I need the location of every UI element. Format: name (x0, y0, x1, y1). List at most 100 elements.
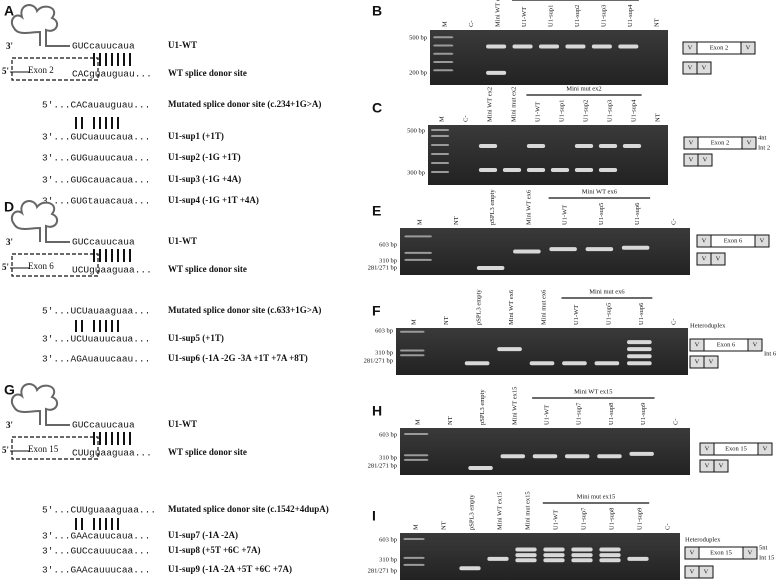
size-label: 603 bp (379, 431, 397, 438)
sup-seq: 3'...GUGtauacaua... (42, 196, 150, 207)
band (464, 361, 490, 366)
u1-seq: GUCcauucaua (72, 420, 135, 431)
band (497, 347, 522, 352)
band (487, 556, 509, 561)
size-label: 281/271 bp (368, 567, 397, 574)
sup-name: U1-sup1 (+1T) (168, 131, 224, 141)
sup-name: U1-sup7 (-1A -2A) (168, 530, 238, 540)
schematic-text: Exon 15 (725, 445, 747, 452)
schematic-text: V (689, 139, 694, 146)
band (459, 566, 481, 571)
u1-name: U1-WT (168, 236, 197, 246)
lane-label: pSPL3 empty (479, 389, 486, 425)
exon-box (11, 253, 99, 277)
exon-name: Exon 2 (28, 65, 54, 75)
lane-label: U1-sup8 (608, 403, 615, 425)
lane-label: M (438, 116, 445, 122)
size-label: 310 bp (379, 556, 397, 563)
schematic-text: Exon 6 (717, 341, 736, 348)
stem-loop (10, 4, 70, 47)
band (430, 162, 450, 164)
band (486, 70, 507, 75)
band (478, 168, 498, 172)
band (430, 171, 450, 173)
gel (430, 30, 668, 85)
size-label: 200 bp (409, 69, 427, 76)
schematic-text: V (689, 156, 694, 163)
size-label: 300 bp (407, 169, 425, 176)
lane-label: U1-sup6 (634, 202, 641, 225)
lane-label: Mini WT ex15 (511, 387, 518, 425)
lane-label: C- (468, 21, 475, 28)
end-3: 3' (6, 237, 13, 247)
band (550, 168, 570, 172)
schematic-text: V (716, 255, 721, 262)
schematic-text: V (690, 568, 695, 575)
band (574, 144, 594, 148)
size-label: 500 bp (409, 34, 427, 41)
lane-label: U1-sup8 (608, 508, 615, 530)
lane-label: U1-sup3 (600, 5, 607, 27)
sup-seq: 3'...AGAuauucaau... (42, 354, 150, 365)
band (565, 44, 586, 49)
schematic-text: V (705, 462, 710, 469)
wt-seq: CUUguaaguaa... (72, 448, 152, 459)
band (598, 144, 618, 148)
mut-name: Mutated splice donor site (c.234+1G>A) (168, 99, 321, 109)
sup-name: U1-sup3 (-1G +4A) (168, 174, 241, 184)
sup-name: U1-sup2 (-1G +1T) (168, 152, 241, 162)
sup-seq: 3'...GUCcauuucaa... (42, 546, 150, 557)
schematic-text: V (705, 445, 710, 452)
lane-label: Mini WT ex2 (486, 87, 493, 122)
band (403, 454, 429, 457)
schematic-text: Exon 2 (711, 139, 730, 146)
panel-label: F (372, 303, 381, 319)
lane-label: Mini mut ex6 (540, 289, 547, 325)
lane-label: NT (447, 416, 454, 425)
schematic-box (698, 565, 714, 579)
band (399, 354, 425, 357)
heteroduplex: Heteroduplex (685, 536, 721, 543)
lane-label: M (412, 524, 419, 530)
lane-label: C- (462, 116, 469, 123)
schematic-box (754, 234, 770, 248)
stem-loop (10, 200, 70, 243)
band (627, 340, 652, 345)
schematic-box (741, 136, 757, 150)
heteroduplex: Heteroduplex (690, 322, 726, 329)
gel (400, 533, 680, 580)
band (599, 547, 621, 552)
band (532, 454, 558, 459)
sup-name: U1-sup9 (-1A -2A +5T +6C +7A) (168, 564, 292, 574)
schematic-text: V (703, 156, 708, 163)
size-label: 310 bp (379, 257, 397, 264)
schematic-box (710, 252, 726, 266)
lane-label: U1-sup6 (638, 302, 645, 325)
panel-label: D (4, 199, 14, 215)
u1-seq: GUCcauucaua (72, 41, 135, 52)
schematic-note: 5nt (759, 544, 768, 551)
lane-label: U1-WT (534, 102, 541, 122)
mut-seq: 5'...CUUguaaaguaa... (42, 505, 156, 516)
wt-name: WT splice donor site (168, 447, 247, 457)
band (403, 433, 429, 436)
gel (428, 125, 668, 185)
band (549, 247, 577, 252)
band (433, 52, 454, 55)
sup-seq: 3'...GAAcauucaua... (42, 531, 150, 542)
schematic-note: Int 2 (758, 144, 770, 151)
band (599, 558, 621, 563)
schematic-note: 4nt (758, 134, 767, 141)
schematic-text: V (704, 568, 709, 575)
band (433, 44, 454, 47)
band (598, 168, 618, 172)
band (571, 553, 593, 558)
size-label: 603 bp (375, 327, 393, 334)
sup-name: U1-sup8 (+5T +6C +7A) (168, 545, 260, 555)
schematic-box (696, 61, 712, 75)
u1-name: U1-WT (168, 419, 197, 429)
band (571, 558, 593, 563)
lane-label: pSPL3 empty (476, 289, 483, 325)
u1-seq: GUCcauucaua (72, 237, 135, 248)
size-label: 310 bp (379, 454, 397, 461)
